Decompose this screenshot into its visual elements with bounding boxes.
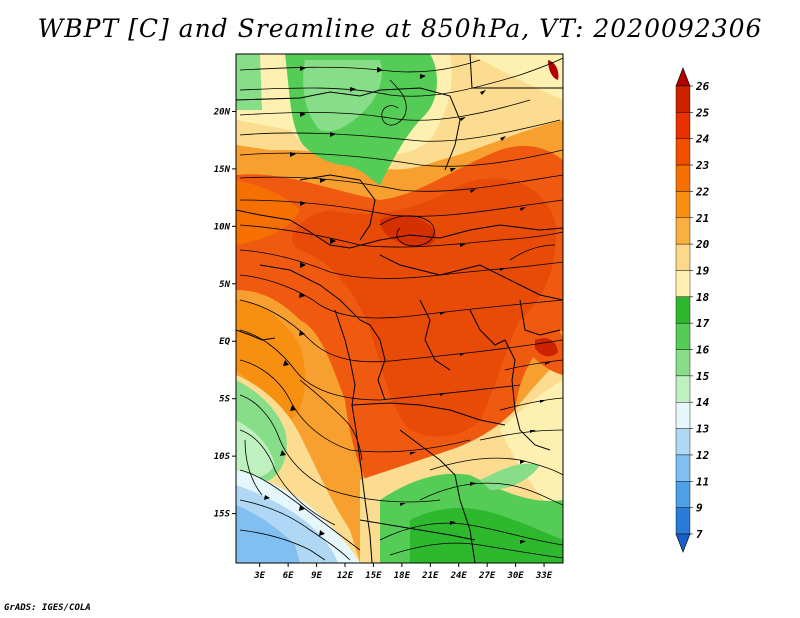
colorbar-label: 12 (696, 449, 710, 462)
lat-label: 10S (214, 452, 231, 462)
map-frame (235, 53, 564, 564)
colorbar-label: 16 (696, 344, 710, 357)
colorbar-box (675, 322, 691, 350)
colorbar-label: 7 (696, 528, 703, 541)
lat-label: EQ (219, 337, 230, 347)
lon-label: 3E (253, 571, 265, 581)
colorbar-label: 20 (695, 238, 710, 251)
colorbar-label: 21 (695, 212, 709, 225)
colorbar-box (675, 270, 691, 298)
colorbar-label: 19 (696, 264, 710, 277)
colorbar-label: 13 (696, 423, 710, 436)
lon-label: 15E (365, 571, 382, 581)
streamline-arrows (264, 66, 551, 544)
colorbar-box (675, 481, 691, 508)
country-borders (236, 54, 563, 563)
colorbar-label: 9 (696, 502, 703, 515)
colorbar-box (675, 112, 691, 139)
colorbar-box (675, 138, 691, 166)
lon-label: 6E (283, 571, 294, 581)
colorbar-label: 18 (696, 291, 710, 304)
wbpt-field (236, 54, 563, 563)
colorbar-label: 23 (695, 159, 710, 172)
lon-label: 9E (311, 571, 322, 581)
colorbar-box (675, 164, 691, 192)
colorbar-box (675, 217, 691, 245)
colorbar-box (675, 428, 691, 456)
lon-label: 18E (394, 571, 411, 581)
colorbar-box (675, 402, 691, 429)
lon-label: 33E (535, 571, 553, 581)
colorbar-box (675, 454, 691, 482)
colorbar-box (675, 243, 691, 271)
colorbar: 26 25 24 23 22 21 20 19 18 17 16 15 14 13 12 11 9 7 (675, 67, 710, 553)
lon-label: 30E (506, 571, 524, 581)
colorbar-box (675, 375, 691, 403)
grads-credit: GrADS: IGES/COLA (4, 603, 91, 613)
lat-label: 20N (213, 107, 231, 117)
lat-label: 5N (219, 280, 230, 290)
lat-label: 15N (214, 165, 231, 175)
colorbar-label: 22 (695, 185, 710, 198)
colorbar-bottom-arrow (675, 533, 691, 553)
lat-label: 15S (214, 510, 231, 520)
longitude-axis: 3E 6E 9E 12E 15E 18E 21E 24E 27E 30E 33E (253, 563, 553, 581)
chart-title: WBPT [C] and Sreamline at 850hPa, VT: 20… (37, 14, 763, 43)
colorbar-box (675, 507, 691, 535)
lon-label: 24E (450, 571, 468, 581)
colorbar-top-arrow (675, 67, 691, 87)
streamlines (239, 57, 563, 561)
colorbar-box (675, 296, 691, 324)
colorbar-label: 25 (695, 106, 710, 119)
colorbar-box (675, 349, 691, 377)
colorbar-label: 24 (695, 133, 710, 146)
colorbar-label: 14 (696, 396, 710, 409)
lon-label: 12E (337, 571, 354, 581)
latitude-axis: 20N 15N 10N 5N EQ 5S 10S 15S (213, 107, 236, 520)
colorbar-label: 26 (695, 80, 710, 93)
colorbar-label: 11 (696, 475, 709, 488)
lon-label: 27E (478, 571, 496, 581)
lat-label: 10N (214, 222, 231, 232)
lat-label: 5S (219, 395, 230, 405)
colorbar-label: 17 (696, 317, 710, 330)
lon-label: 21E (421, 571, 439, 581)
colorbar-box (675, 85, 691, 113)
colorbar-box (675, 191, 691, 218)
colorbar-label: 15 (696, 370, 710, 383)
